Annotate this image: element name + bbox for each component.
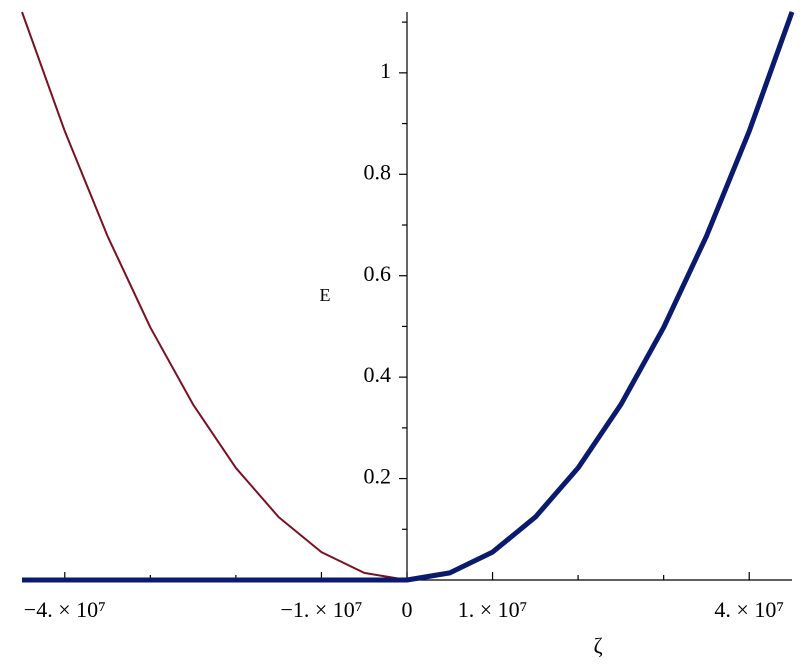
y-tick-label: 0.2	[364, 464, 392, 489]
line-series	[22, 11, 795, 583]
y-axis-label: E	[320, 285, 331, 305]
y-tick-label: 0.6	[364, 261, 392, 286]
x-axis-label: ζ	[593, 633, 602, 658]
x-tick-label: 0	[402, 597, 413, 622]
y-tick-label: 0.8	[364, 159, 392, 184]
x-tick-label: −4. × 10⁷	[24, 597, 106, 622]
y-tick-label: 1	[380, 58, 391, 83]
x-tick-label: −1. × 10⁷	[280, 597, 362, 622]
y-tick-label: 0.4	[364, 362, 392, 387]
x-tick-label: 1. × 10⁷	[458, 597, 528, 622]
x-tick-label: 4. × 10⁷	[714, 597, 784, 622]
